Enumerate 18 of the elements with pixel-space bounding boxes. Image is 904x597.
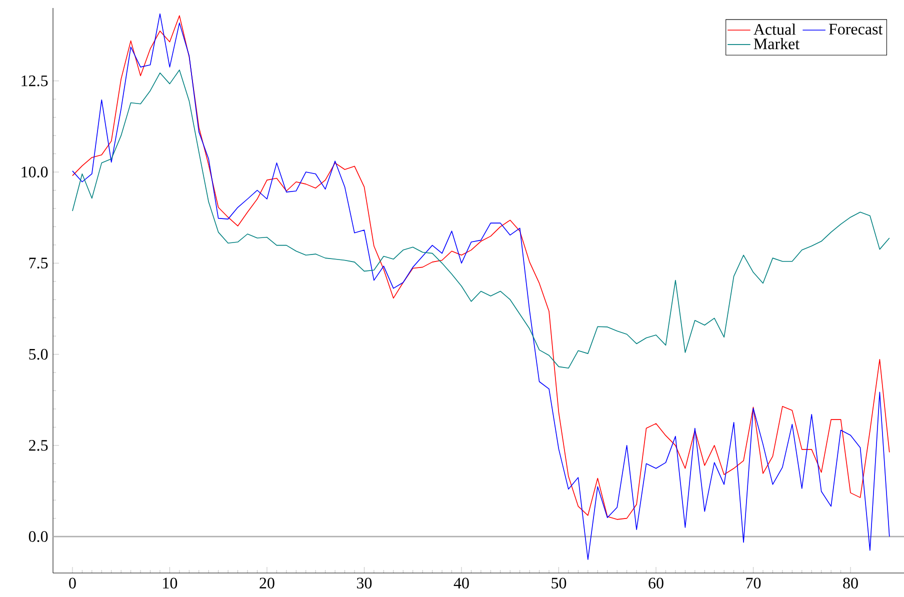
x-tick-label: 0 — [69, 578, 76, 588]
y-tick-label: 7.5 — [29, 258, 48, 269]
y-tick-label: 10.0 — [22, 166, 48, 178]
y-tick-label: 12.5 — [22, 75, 48, 86]
x-tick-label: 60 — [648, 578, 664, 588]
x-tick-label: 50 — [552, 578, 566, 588]
x-tick-label: 20 — [260, 578, 274, 588]
y-tick-label: 0.0 — [28, 531, 48, 542]
x-tick-label: 30 — [357, 578, 372, 588]
x-tick-label: 10 — [163, 578, 178, 588]
legend-label: Forecast — [828, 24, 883, 35]
legend-label: Actual — [754, 24, 796, 35]
x-tick-label: 80 — [843, 578, 858, 588]
x-tick-label: 40 — [454, 578, 469, 588]
y-tick-label: 2.5 — [29, 440, 48, 451]
legend-label: Market — [754, 38, 800, 50]
y-tick-label: 5.0 — [29, 348, 48, 360]
x-tick-label: 70 — [746, 578, 761, 588]
